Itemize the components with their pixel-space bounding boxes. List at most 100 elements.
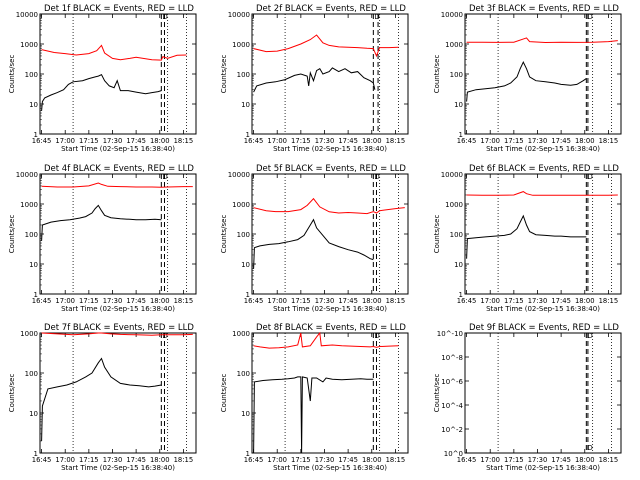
y-tick-label: 100	[450, 231, 463, 239]
y-tick-label: 10000	[16, 171, 38, 179]
y-axis-label: Counts/sec	[8, 374, 16, 413]
marker-label-top: D	[587, 173, 592, 181]
y-tick-label: 1	[459, 131, 463, 139]
y-tick-label: 10	[29, 410, 38, 418]
x-tick-label: 17:30	[315, 297, 335, 305]
x-tick-label: 18:15	[599, 297, 619, 305]
x-tick-label: 17:45	[126, 297, 146, 305]
y-tick-label: 1000	[232, 330, 250, 338]
y-tick-label: 1	[246, 131, 250, 139]
x-tick-label: 17:45	[338, 297, 358, 305]
y-tick-label: 10000	[16, 11, 38, 19]
y-tick-label: 10	[454, 101, 463, 109]
y-tick-label: 10	[454, 261, 463, 269]
panel-title: Det 2f BLACK = Events, RED = LLD	[256, 4, 406, 14]
marker-label-top: D	[374, 173, 379, 181]
x-tick-label: 18:00	[575, 456, 595, 464]
plot-frame	[39, 13, 197, 135]
x-tick-label: 17:30	[315, 137, 335, 145]
x-tick-label: 17:30	[103, 456, 123, 464]
series-line-events	[253, 218, 374, 269]
x-tick-label: 17:15	[79, 137, 99, 145]
marker-label-top: D	[162, 13, 167, 21]
x-tick-label: 18:00	[362, 456, 382, 464]
x-tick-label: 17:00	[480, 297, 500, 305]
x-tick-label: 16:45	[457, 297, 477, 305]
x-axis-label: Start Time (02-Sep-15 16:38:40)	[61, 305, 175, 313]
series-line-events	[466, 214, 587, 259]
x-tick-label: 17:30	[103, 137, 123, 145]
y-axis-label: Counts/sec	[433, 215, 441, 254]
panel-title: Det 7f BLACK = Events, RED = LLD	[44, 323, 194, 333]
y-tick-label: 1	[246, 450, 250, 458]
series-line-lld	[253, 331, 399, 349]
x-tick-label: 16:45	[32, 297, 52, 305]
x-tick-label: 17:15	[291, 297, 311, 305]
x-axis-label: Start Time (02-Sep-15 16:38:40)	[273, 305, 387, 313]
x-tick-label: 16:45	[457, 456, 477, 464]
y-tick-label: 100	[25, 71, 38, 79]
y-tick-label: 1000	[445, 201, 463, 209]
series-line-lld	[466, 37, 618, 44]
y-tick-label: 1	[34, 450, 38, 458]
x-tick-label: 18:00	[150, 137, 170, 145]
plot-frame	[464, 173, 622, 295]
x-axis-label: Start Time (02-Sep-15 16:38:40)	[61, 145, 175, 153]
marker-label-top: D	[587, 332, 592, 340]
x-tick-label: 18:15	[386, 456, 406, 464]
panel-title: Det 5f BLACK = Events, RED = LLD	[256, 164, 406, 174]
y-tick-label: 1	[246, 291, 250, 299]
plot-frame	[464, 332, 622, 454]
marker-label-top: D	[374, 332, 379, 340]
y-tick-label: 10	[241, 261, 250, 269]
y-tick-label: 10^-8	[441, 354, 463, 362]
y-tick-label: 100	[237, 370, 250, 378]
x-tick-label: 16:45	[244, 297, 264, 305]
x-tick-label: 18:15	[174, 297, 194, 305]
x-tick-label: 17:45	[338, 456, 358, 464]
panel-title: Det 1f BLACK = Events, RED = LLD	[44, 4, 194, 14]
plot-frame	[464, 13, 622, 135]
series-line-lld	[253, 197, 405, 215]
x-tick-label: 18:00	[362, 137, 382, 145]
plot-frame	[39, 173, 197, 295]
y-axis-label: Counts/sec	[8, 215, 16, 254]
x-tick-label: 17:15	[504, 297, 524, 305]
panel-det-5: Det 5f BLACK = Events, RED = LLD 1 10 100 10…	[220, 164, 409, 313]
panel-det-1: Det 1f BLACK = Events, RED = LLD 1 10 100 10…	[8, 4, 197, 153]
x-tick-label: 17:45	[551, 137, 571, 145]
x-tick-label: 18:15	[386, 137, 406, 145]
x-tick-label: 18:00	[150, 456, 170, 464]
panel-det-4: Det 4f BLACK = Events, RED = LLD 1 10 100 10…	[8, 164, 197, 313]
x-tick-label: 18:15	[386, 297, 406, 305]
panel-det-9: Det 9f BLACK = Events, RED = LLD 10^0 10^-…	[433, 323, 622, 472]
panel-title: Det 6f BLACK = Events, RED = LLD	[469, 164, 619, 174]
x-tick-label: 17:45	[338, 137, 358, 145]
marker-label-bottom: D	[587, 444, 592, 452]
marker-label-top: D	[162, 332, 167, 340]
y-tick-label: 10000	[441, 11, 463, 19]
plot-frame	[39, 332, 197, 454]
y-tick-label: 1000	[20, 201, 38, 209]
x-tick-label: 17:00	[267, 137, 287, 145]
marker-label-top: D	[162, 173, 167, 181]
y-axis-label: Counts/sec	[220, 215, 228, 254]
x-tick-label: 18:15	[174, 456, 194, 464]
y-tick-label: 1000	[20, 330, 38, 338]
marker-label-top: D	[374, 13, 379, 21]
x-tick-label: 16:45	[244, 137, 264, 145]
x-axis-label: Start Time (02-Sep-15 16:38:40)	[61, 464, 175, 472]
y-tick-label: 10	[241, 101, 250, 109]
y-tick-label: 1000	[445, 41, 463, 49]
x-tick-label: 18:00	[150, 297, 170, 305]
y-tick-label: 100	[25, 370, 38, 378]
x-tick-label: 17:30	[528, 456, 548, 464]
series-line-events	[253, 376, 374, 454]
panel-det-8: Det 8f BLACK = Events, RED = LLD 1 10 100 10…	[220, 323, 409, 472]
x-tick-label: 16:45	[32, 137, 52, 145]
x-tick-label: 17:00	[55, 297, 75, 305]
panel-det-6: Det 6f BLACK = Events, RED = LLD 1 10 100 10…	[433, 164, 622, 313]
panel-det-3: Det 3f BLACK = Events, RED = LLD 1 10 100 10…	[433, 4, 622, 153]
y-tick-label: 10^-6	[441, 378, 463, 386]
